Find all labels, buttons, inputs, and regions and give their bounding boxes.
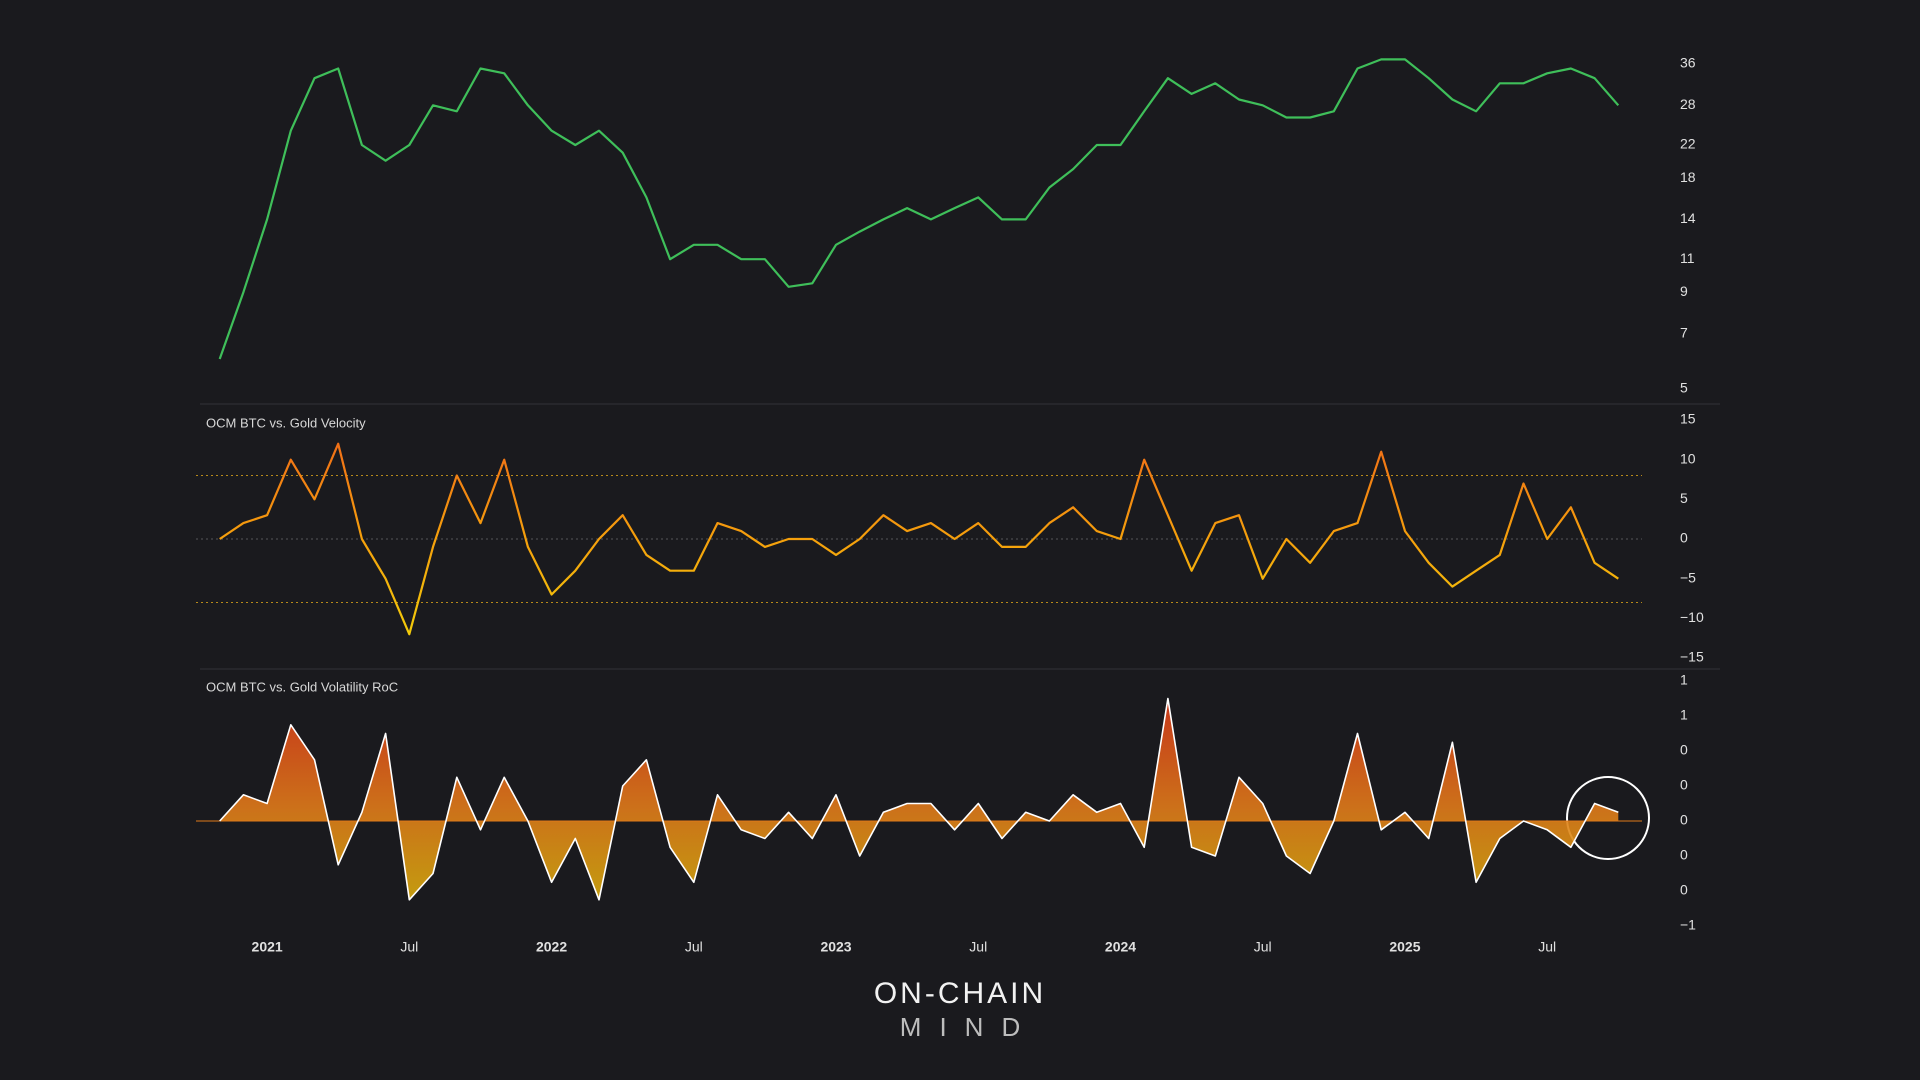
y-tick-label: 36 [1680,55,1696,71]
y-tick-label: 0 [1680,882,1688,898]
y-tick-label: 9 [1680,283,1688,299]
y-tick-label: 11 [1680,250,1695,266]
x-tick-label: Jul [969,939,987,955]
y-tick-label: 28 [1680,96,1696,112]
y-tick-label: 5 [1680,490,1688,506]
x-tick-label: 2021 [252,939,283,955]
panel-title: OCM BTC vs. Gold Volatility RoC [206,679,398,694]
series-line [219,442,1619,636]
y-tick-label: 0 [1680,530,1688,546]
x-tick-label: Jul [1538,939,1556,955]
y-tick-label: 10 [1680,450,1696,466]
y-tick-label: 22 [1680,136,1696,152]
series-line [219,697,1619,901]
y-tick-label: −5 [1680,569,1696,585]
x-tick-label: 2022 [536,939,567,955]
y-tick-label: 0 [1680,847,1688,863]
y-tick-label: 0 [1680,777,1688,793]
highlight-circle [1566,776,1650,860]
x-tick-label: Jul [400,939,418,955]
y-tick-label: 14 [1680,210,1696,226]
y-tick-label: 1 [1680,672,1688,688]
y-tick-label: 18 [1680,169,1696,185]
x-tick-label: 2025 [1389,939,1420,955]
panel-title: OCM BTC vs. Gold Velocity [206,415,366,430]
brand-sub: MIND [900,1012,1038,1042]
y-tick-label: 5 [1680,380,1688,396]
y-tick-label: −1 [1680,917,1696,933]
y-tick-label: −15 [1680,649,1704,665]
series-line [218,58,1620,360]
brand-name: ON-CHAIN [874,977,1046,1010]
y-tick-label: −10 [1680,609,1704,625]
x-tick-label: Jul [1254,939,1272,955]
y-tick-label: 0 [1680,742,1688,758]
x-tick-label: 2024 [1105,939,1136,955]
y-tick-label: 7 [1680,324,1688,340]
y-tick-label: 0 [1680,812,1688,828]
x-tick-label: Jul [685,939,703,955]
x-tick-label: 2023 [820,939,851,955]
y-tick-label: 15 [1680,411,1696,427]
y-tick-label: 1 [1680,707,1688,723]
